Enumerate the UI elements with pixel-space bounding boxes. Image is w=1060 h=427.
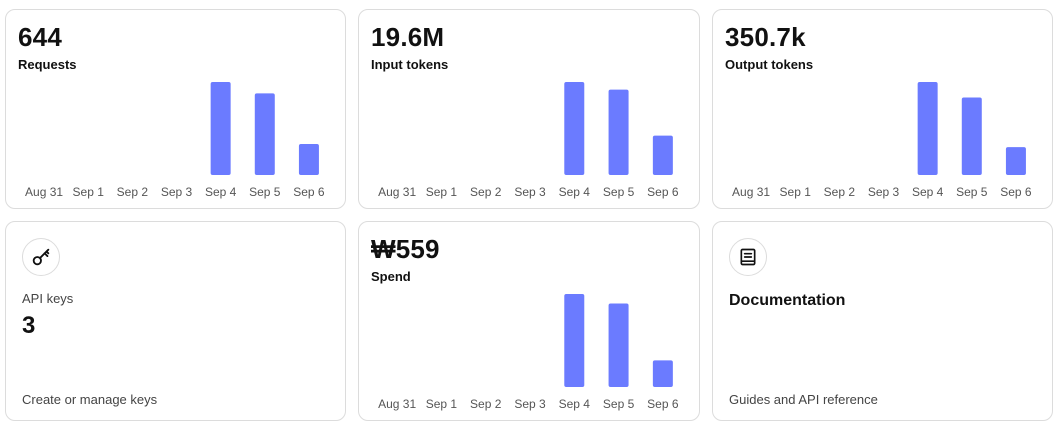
- bar-sep-5: [608, 89, 629, 175]
- spend-value: ₩559: [371, 234, 440, 264]
- output-tokens-chart: Aug 31 Sep 1 Sep 2 Sep 3 Sep 4 Sep 5 Sep 6: [732, 82, 1032, 199]
- x-tick-label: Sep 2: [470, 397, 502, 411]
- requests-label: Requests: [18, 57, 77, 72]
- x-tick-label: Sep 6: [647, 185, 679, 199]
- input-tokens-chart: Aug 31 Sep 1 Sep 2 Sep 3 Sep 4 Sep 5 Sep 6: [378, 82, 679, 199]
- documentation-card[interactable]: Documentation Guides and API reference: [712, 221, 1053, 421]
- x-tick-label: Sep 3: [514, 185, 546, 199]
- bar-sep-4: [210, 82, 231, 175]
- x-tick-label: Sep 3: [161, 185, 193, 199]
- x-tick-label: Sep 2: [470, 185, 502, 199]
- requests-card[interactable]: 644 Requests Aug 31 Sep 1 Sep 2 Sep 3 Sep 4 S…: [5, 9, 346, 209]
- x-tick-label: Aug 31: [732, 185, 770, 199]
- input-tokens-value: 19.6M: [371, 22, 445, 52]
- book-icon: [729, 238, 767, 276]
- input-tokens-card[interactable]: 19.6M Input tokens Aug 31 Sep 1 Sep 2 Sep 3…: [358, 9, 700, 209]
- x-tick-label: Sep 3: [514, 397, 546, 411]
- bar-sep-5: [608, 303, 629, 387]
- x-tick-label: Sep 5: [249, 185, 281, 199]
- spend-label: Spend: [371, 269, 411, 284]
- output-tokens-label: Output tokens: [725, 57, 814, 72]
- bar-sep-5: [254, 93, 275, 175]
- x-tick-label: Sep 6: [1000, 185, 1032, 199]
- bar-sep-6: [1005, 147, 1026, 175]
- output-tokens-card[interactable]: 350.7k Output tokens Aug 31 Sep 1 Sep 2 Sep…: [712, 9, 1053, 209]
- documentation-title: Documentation: [729, 292, 846, 309]
- x-tick-label: Sep 2: [117, 185, 149, 199]
- x-tick-label: Sep 4: [559, 397, 591, 411]
- output-tokens-value: 350.7k: [725, 22, 806, 52]
- api-keys-label: API keys: [22, 291, 74, 306]
- documentation-link[interactable]: Guides and API reference: [729, 392, 878, 407]
- spend-chart: Aug 31 Sep 1 Sep 2 Sep 3 Sep 4 Sep 5 Sep 6: [378, 294, 679, 411]
- x-tick-label: Sep 1: [426, 397, 458, 411]
- x-tick-label: Sep 1: [780, 185, 812, 199]
- x-tick-label: Sep 5: [603, 397, 635, 411]
- bar-sep-6: [298, 144, 319, 175]
- input-tokens-label: Input tokens: [371, 57, 449, 72]
- x-tick-label: Sep 4: [559, 185, 591, 199]
- x-tick-label: Sep 5: [603, 185, 635, 199]
- x-tick-label: Sep 2: [824, 185, 856, 199]
- spend-card[interactable]: ₩559 Spend Aug 31 Sep 1 Sep 2 Sep 3 Sep 4 Sep…: [358, 221, 700, 421]
- bar-sep-4: [917, 82, 938, 175]
- api-keys-count: 3: [22, 312, 36, 339]
- x-tick-label: Sep 1: [426, 185, 458, 199]
- key-icon: [22, 238, 60, 276]
- requests-value: 644: [18, 22, 62, 52]
- bar-sep-6: [652, 360, 673, 387]
- x-tick-label: Sep 4: [912, 185, 944, 199]
- x-tick-label: Sep 6: [647, 397, 679, 411]
- manage-keys-link[interactable]: Create or manage keys: [22, 392, 158, 407]
- bar-sep-6: [652, 135, 673, 175]
- bar-sep-4: [564, 82, 585, 175]
- x-tick-label: Sep 3: [868, 185, 900, 199]
- bar-sep-5: [961, 97, 982, 175]
- api-keys-card[interactable]: API keys 3 Create or manage keys: [5, 221, 346, 421]
- x-tick-label: Sep 1: [73, 185, 105, 199]
- bar-sep-4: [564, 294, 585, 387]
- requests-chart: Aug 31 Sep 1 Sep 2 Sep 3 Sep 4 Sep 5 Sep 6: [25, 82, 325, 199]
- x-tick-label: Aug 31: [378, 397, 416, 411]
- x-tick-label: Sep 4: [205, 185, 237, 199]
- x-tick-label: Aug 31: [378, 185, 416, 199]
- x-tick-label: Sep 5: [956, 185, 988, 199]
- x-tick-label: Sep 6: [293, 185, 325, 199]
- x-tick-label: Aug 31: [25, 185, 63, 199]
